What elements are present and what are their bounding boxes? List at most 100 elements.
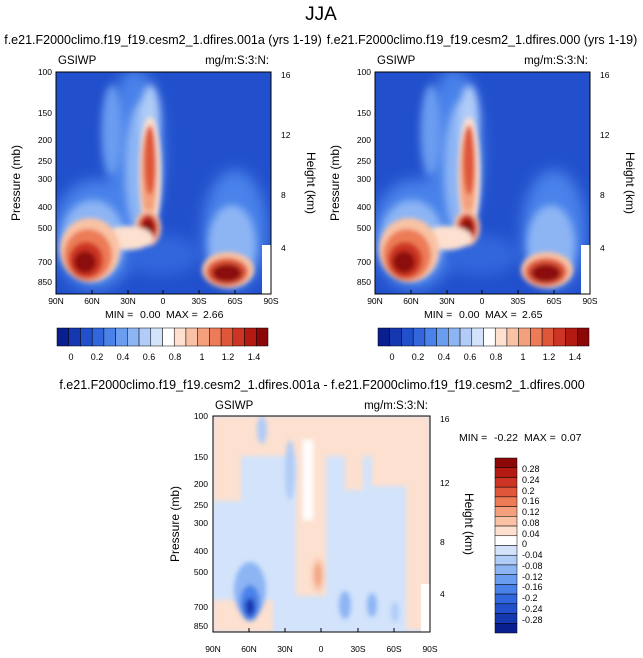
colorbar-swatch — [150, 327, 163, 347]
y2-tick-4: 4 — [281, 243, 286, 253]
max-label: MAX = — [166, 309, 198, 321]
panel-diff-y-axis: 100 150 200 250 300 400 500 700 850 Pres… — [168, 411, 208, 631]
panel-case1-x-axis: 90N 60N 30N 0 30S 60S 90S — [48, 290, 279, 306]
panel-case1-left-label: GSIWP — [58, 55, 97, 67]
cbar-label: 0 — [68, 352, 73, 362]
colorbar-swatch — [459, 327, 473, 347]
x-tick-30N: 30N — [120, 296, 136, 306]
panel-diff-colorbar — [494, 457, 518, 634]
panel-case1-colorbar — [56, 327, 269, 347]
panel-case2: f.e21.F2000climo.f19_f19.cesm2_1.dfires.… — [327, 33, 638, 362]
min-label: MIN = — [459, 432, 487, 444]
colorbar-swatch — [494, 457, 518, 468]
panel-case2-y2-axis: 16 12 8 4 Height (km) — [600, 70, 637, 253]
colorbar-swatch — [518, 327, 531, 347]
colorbar-swatch — [494, 554, 518, 566]
colorbar-swatch — [506, 327, 519, 347]
colorbar-swatch — [565, 327, 578, 347]
panel-case2-left-label: GSIWP — [377, 55, 416, 67]
x-tick-30N: 30N — [439, 296, 455, 306]
x-tick-60S: 60S — [386, 644, 401, 654]
panel-diff-title: f.e21.F2000climo.f19_f19.cesm2_1.dfires.… — [59, 378, 584, 392]
field-topography-mask — [581, 245, 590, 294]
x-tick-60S: 60S — [546, 296, 561, 306]
min-label: MIN = — [105, 309, 133, 321]
y2-tick-12: 12 — [600, 130, 610, 140]
colorbar-swatch — [173, 327, 187, 347]
y2-tick-8: 8 — [440, 537, 445, 547]
y-tick-300: 300 — [194, 518, 208, 528]
x-tick-90N: 90N — [367, 296, 383, 306]
y2-tick-4: 4 — [440, 589, 445, 599]
colorbar-swatch — [541, 327, 555, 347]
colorbar-swatch — [220, 327, 234, 347]
colorbar-swatch — [389, 327, 402, 347]
colorbar-swatch — [424, 327, 437, 347]
x-tick-30S: 30S — [510, 296, 525, 306]
cbar-label: 1 — [199, 352, 204, 362]
x-tick-0: 0 — [480, 296, 485, 306]
y-tick-250: 250 — [194, 500, 208, 510]
colorbar-swatch — [115, 327, 128, 347]
cbar-label: 0.2 — [522, 486, 535, 496]
panel-case2-y2label: Height (km) — [623, 152, 637, 214]
y-tick-400: 400 — [194, 546, 208, 556]
cbar-label: 0 — [522, 539, 527, 549]
y-tick-150: 150 — [357, 108, 371, 118]
cbar-label: 0.2 — [91, 352, 104, 362]
panel-case1: f.e21.F2000climo.f19_f19.cesm2_1.dfires.… — [4, 33, 322, 362]
min-value: -0.22 — [494, 432, 518, 444]
cbar-label: -0.16 — [522, 582, 543, 592]
y2-tick-8: 8 — [281, 190, 286, 200]
y2-tick-4: 4 — [600, 243, 605, 253]
cbar-label: -0.04 — [522, 550, 543, 560]
cbar-label: 1.4 — [569, 352, 582, 362]
colorbar-swatch — [68, 327, 81, 347]
cbar-label: -0.24 — [522, 604, 543, 614]
panel-diff-y2-axis: 16 12 8 4 Height (km) — [440, 414, 476, 599]
panel-diff-x-axis: 90N 60N 30N 0 30S 60S 90S — [205, 628, 438, 654]
cbar-label: 0.8 — [169, 352, 182, 362]
panel-case1-field — [56, 72, 271, 294]
colorbar-swatch — [401, 327, 414, 347]
colorbar-swatch — [494, 525, 518, 537]
y-tick-200: 200 — [357, 135, 371, 145]
min-label: MIN = — [424, 309, 452, 321]
panel-case2-colorbar-labels: 0 0.2 0.4 0.6 0.8 1 1.2 1.4 — [389, 352, 581, 362]
y2-tick-16: 16 — [281, 70, 291, 80]
colorbar-swatch — [494, 584, 518, 595]
y-tick-700: 700 — [38, 257, 52, 267]
colorbar-swatch — [209, 327, 222, 347]
y-tick-150: 150 — [38, 108, 52, 118]
max-value: 2.66 — [203, 309, 224, 321]
colorbar-swatch — [244, 327, 257, 347]
cbar-label: 0 — [389, 352, 394, 362]
panel-case2-right-label: mg/m:S:3:N: — [524, 55, 588, 67]
colorbar-swatch — [494, 545, 518, 556]
panel-diff-left-label: GSIWP — [215, 400, 254, 412]
colorbar-swatch — [494, 564, 518, 575]
colorbar-swatch — [185, 327, 198, 347]
colorbar-swatch — [80, 327, 93, 347]
y2-tick-12: 12 — [440, 478, 450, 488]
colorbar-swatch — [530, 327, 543, 347]
cbar-label: 0.4 — [117, 352, 130, 362]
colorbar-swatch — [494, 467, 518, 478]
y-tick-300: 300 — [38, 174, 52, 184]
y-tick-400: 400 — [357, 202, 371, 212]
y-tick-700: 700 — [357, 257, 371, 267]
colorbar-swatch — [412, 327, 426, 347]
y-tick-850: 850 — [357, 277, 371, 287]
min-value: 0.00 — [140, 309, 161, 321]
x-tick-60N: 60N — [403, 296, 419, 306]
x-tick-30S: 30S — [350, 644, 365, 654]
y-tick-100: 100 — [38, 67, 52, 77]
y-tick-700: 700 — [194, 602, 208, 612]
panel-case1-colorbar-labels: 0 0.2 0.4 0.6 0.8 1 1.2 1.4 — [68, 352, 260, 362]
max-value: 2.65 — [522, 309, 543, 321]
y-tick-250: 250 — [357, 156, 371, 166]
y-tick-150: 150 — [194, 452, 208, 462]
panel-diff: f.e21.F2000climo.f19_f19.cesm2_1.dfires.… — [59, 378, 584, 654]
colorbar-swatch — [494, 477, 518, 488]
x-tick-60N: 60N — [241, 644, 257, 654]
